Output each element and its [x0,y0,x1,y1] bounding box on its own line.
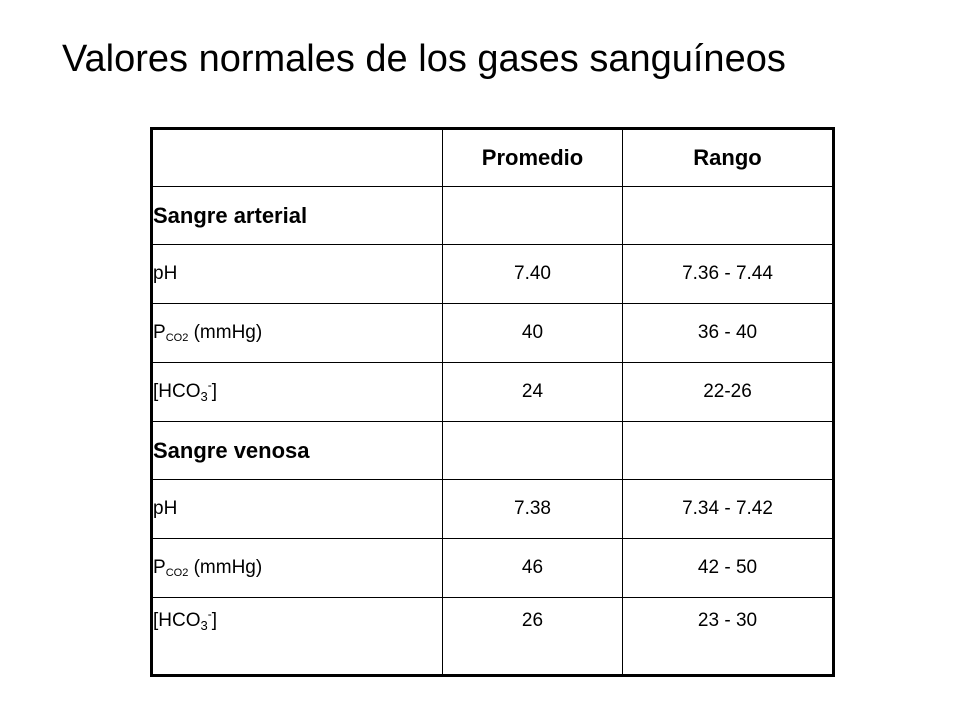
page-title: Valores normales de los gases sanguíneos [62,38,786,80]
section-empty-cell [622,186,834,245]
section-empty-cell [442,186,623,245]
header-rango: Rango [622,128,834,187]
table-row: [HCO3-] 24 22-26 [151,362,834,422]
table-row: PCO2 (mmHg) 40 36 - 40 [151,303,834,363]
value-promedio: 26 [442,597,623,676]
table-header-row: Promedio Rango [151,128,834,187]
value-promedio: 40 [442,303,623,363]
param-label: [HCO3-] [151,597,443,676]
param-label: pH [151,479,443,539]
param-label: [HCO3-] [151,362,443,422]
value-promedio: 24 [442,362,623,422]
param-label: PCO2 (mmHg) [151,538,443,598]
value-rango: 23 - 30 [622,597,834,676]
value-promedio: 7.38 [442,479,623,539]
section-empty-cell [442,421,623,480]
param-label: pH [151,244,443,304]
value-promedio: 46 [442,538,623,598]
blood-gas-table: Promedio Rango Sangre arterial pH 7.40 7… [150,127,835,677]
section-row-venosa: Sangre venosa [151,421,834,480]
section-empty-cell [622,421,834,480]
section-label-arterial: Sangre arterial [151,186,443,245]
value-rango: 22-26 [622,362,834,422]
section-row-arterial: Sangre arterial [151,186,834,245]
value-promedio: 7.40 [442,244,623,304]
table-row: [HCO3-] 26 23 - 30 [151,597,834,676]
value-rango: 42 - 50 [622,538,834,598]
value-rango: 7.34 - 7.42 [622,479,834,539]
header-empty [151,128,443,187]
value-rango: 36 - 40 [622,303,834,363]
table-row: PCO2 (mmHg) 46 42 - 50 [151,538,834,598]
value-rango: 7.36 - 7.44 [622,244,834,304]
table-row: pH 7.40 7.36 - 7.44 [151,244,834,304]
header-promedio: Promedio [442,128,623,187]
section-label-venosa: Sangre venosa [151,421,443,480]
param-label: PCO2 (mmHg) [151,303,443,363]
table-row: pH 7.38 7.34 - 7.42 [151,479,834,539]
